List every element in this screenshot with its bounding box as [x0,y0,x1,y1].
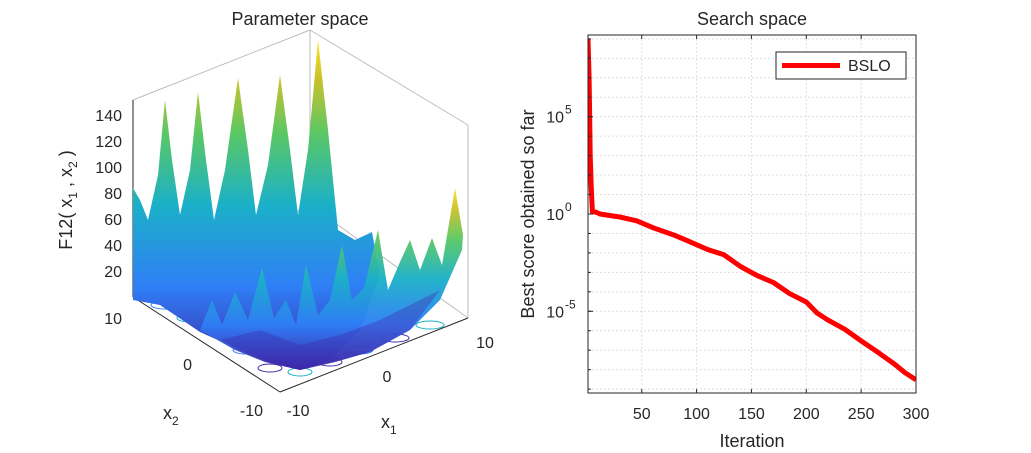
series-layer [588,38,916,382]
surface-shadow [220,290,440,370]
x2-tick-label: 0 [183,357,192,374]
surface-front-ripples [200,188,463,370]
y-axis-label: Best score obtained so far [518,109,538,318]
surface-panel: Parameter space [56,9,494,437]
x-ticks: 50 100 150 200 250 300 [633,35,930,423]
convergence-title: Search space [697,9,807,29]
x2-axis-label: x2 [163,403,179,428]
x-tick-label: 50 [633,406,651,423]
z-tick-label: 60 [104,212,122,229]
x1-ticks: -10 0 10 [286,335,494,420]
surface-title: Parameter space [231,9,368,29]
x1-tick-label: 10 [476,335,494,352]
convergence-panel: Search space 50 100 150 200 250 300 10 510 010-… [518,9,929,451]
y-tick-exponent: 5 [565,103,572,117]
grid-lines [588,35,917,393]
surface-mesh [133,40,463,370]
x1-tick-label: 0 [383,369,392,386]
x-tick-label: 150 [738,406,765,423]
series-line-bslo [588,38,916,382]
x-tick-label: 200 [793,406,820,423]
y-tick-label: 10 [546,207,564,224]
y-tick-exponent: -5 [565,297,576,311]
x1-axis-label: x1 [381,412,397,437]
y-tick-exponent: 0 [565,200,572,214]
x-tick-label: 100 [683,406,710,423]
z-axis-label: F12( x1 , x2 ) [56,150,80,249]
y-tick-label: 10 [546,110,564,127]
x-axis-label: Iteration [719,431,784,451]
x2-tick-label: -10 [240,403,263,420]
z-ticks: 20 40 60 80 100 120 140 [95,108,122,281]
z-tick-label: 140 [95,108,122,125]
z-tick-label: 40 [104,238,122,255]
z-tick-label: 120 [95,134,122,151]
y-tick-label: 10 [546,304,564,321]
z-tick-label: 100 [95,160,122,177]
x2-ticks: -10 0 10 [104,311,263,420]
x1-tick-label: -10 [286,403,309,420]
z-tick-label: 80 [104,186,122,203]
x-tick-label: 300 [903,406,930,423]
z-tick-label: 20 [104,264,122,281]
legend-label: BSLO [848,58,891,75]
surface-back-ridges [133,40,380,370]
x2-tick-label: 10 [104,311,122,328]
legend: BSLO [775,51,907,80]
x-tick-label: 250 [848,406,875,423]
